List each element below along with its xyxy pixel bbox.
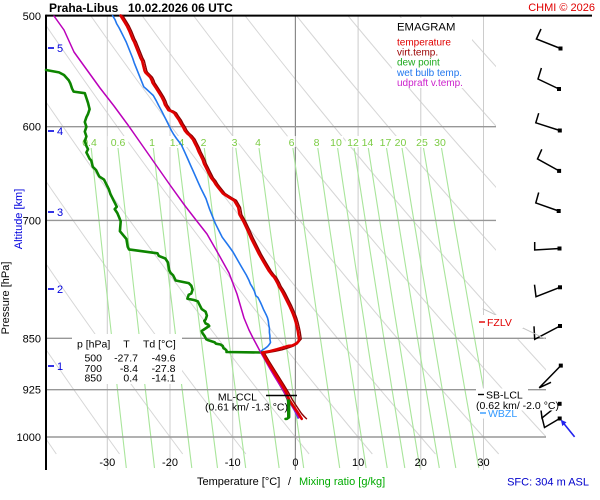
svg-text:20: 20 xyxy=(415,457,427,469)
svg-text:p [hPa]: p [hPa] xyxy=(77,339,110,351)
svg-text:-10: -10 xyxy=(225,457,241,469)
svg-text:Temperature [°C]: Temperature [°C] xyxy=(197,476,280,488)
svg-text:700: 700 xyxy=(84,363,102,375)
svg-text:0.4: 0.4 xyxy=(123,373,138,385)
svg-text:1: 1 xyxy=(57,361,63,373)
svg-text:Td [°C]: Td [°C] xyxy=(143,339,176,351)
svg-text:925: 925 xyxy=(23,385,41,397)
svg-text:SFC: 304 m ASL: SFC: 304 m ASL xyxy=(507,477,589,489)
svg-text:20: 20 xyxy=(395,137,407,149)
svg-text:EMAGRAM: EMAGRAM xyxy=(397,22,455,34)
svg-text:-20: -20 xyxy=(162,457,178,469)
svg-text:3: 3 xyxy=(57,207,63,219)
svg-text:dew point: dew point xyxy=(397,58,440,69)
svg-text:10.02.2026 06 UTC: 10.02.2026 06 UTC xyxy=(128,1,233,15)
svg-text:600: 600 xyxy=(23,122,41,134)
svg-text:25: 25 xyxy=(416,137,428,149)
svg-text:-8.4: -8.4 xyxy=(120,363,138,375)
svg-text:1000: 1000 xyxy=(17,432,41,444)
svg-text:wet bulb temp.: wet bulb temp. xyxy=(396,68,462,79)
svg-text:Pressure [hPa]: Pressure [hPa] xyxy=(0,262,12,335)
svg-text:6: 6 xyxy=(289,137,295,149)
svg-text:3: 3 xyxy=(232,137,238,149)
svg-text:/: / xyxy=(288,476,292,488)
svg-text:(0.61 km/ -1.3 °C): (0.61 km/ -1.3 °C) xyxy=(205,402,288,414)
svg-text:10: 10 xyxy=(352,457,364,469)
svg-text:1.4: 1.4 xyxy=(170,137,185,149)
svg-text:5: 5 xyxy=(57,43,63,55)
svg-text:12: 12 xyxy=(347,137,359,149)
svg-text:1: 1 xyxy=(149,137,155,149)
svg-text:17: 17 xyxy=(380,137,392,149)
svg-text:4: 4 xyxy=(57,126,63,138)
svg-text:-30: -30 xyxy=(99,457,115,469)
svg-text:850: 850 xyxy=(84,373,102,385)
svg-text:virt.temp.: virt.temp. xyxy=(397,48,438,59)
svg-text:14: 14 xyxy=(362,137,374,149)
svg-text:CHMI © 2026: CHMI © 2026 xyxy=(528,2,595,14)
svg-text:Altitude [km]: Altitude [km] xyxy=(13,189,25,250)
svg-text:2: 2 xyxy=(201,137,207,149)
svg-text:0.6: 0.6 xyxy=(111,137,126,149)
svg-text:0: 0 xyxy=(292,457,298,469)
svg-text:8: 8 xyxy=(314,137,320,149)
svg-text:-14.1: -14.1 xyxy=(152,373,176,385)
svg-text:temperature: temperature xyxy=(397,38,451,49)
svg-text:500: 500 xyxy=(84,353,102,365)
svg-text:T: T xyxy=(123,339,130,351)
svg-text:SB-LCL: SB-LCL xyxy=(486,390,523,402)
svg-text:-27.7: -27.7 xyxy=(114,353,138,365)
svg-text:700: 700 xyxy=(23,215,41,227)
svg-text:-49.6: -49.6 xyxy=(152,353,176,365)
svg-text:(0.62 km/ -2.0 °C): (0.62 km/ -2.0 °C) xyxy=(476,400,559,412)
svg-text:-27.8: -27.8 xyxy=(152,363,176,375)
svg-text:850: 850 xyxy=(23,333,41,345)
svg-text:WBZL: WBZL xyxy=(488,408,517,420)
svg-text:4: 4 xyxy=(255,137,261,149)
svg-text:Praha-Libus: Praha-Libus xyxy=(49,1,119,15)
svg-text:udpraft v.temp.: udpraft v.temp. xyxy=(397,78,463,89)
svg-text:30: 30 xyxy=(434,137,446,149)
svg-text:2: 2 xyxy=(57,284,63,296)
svg-text:FZLV: FZLV xyxy=(487,317,512,329)
svg-text:Mixing ratio [g/kg]: Mixing ratio [g/kg] xyxy=(299,476,385,488)
svg-text:ML-CCL: ML-CCL xyxy=(218,392,257,404)
svg-text:10: 10 xyxy=(330,137,342,149)
svg-text:30: 30 xyxy=(477,457,489,469)
svg-text:500: 500 xyxy=(23,11,41,23)
